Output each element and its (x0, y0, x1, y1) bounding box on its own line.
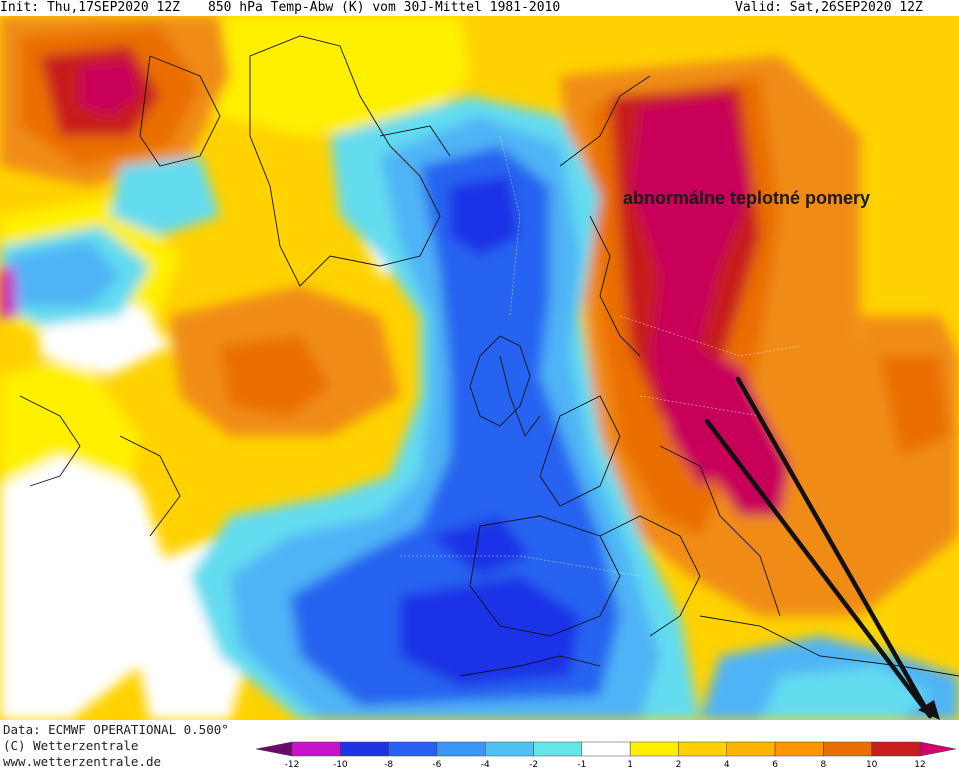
scale-bin (484, 741, 534, 757)
copyright: (C) Wetterzentrale (3, 738, 139, 753)
map-canvas (0, 16, 959, 720)
scale-bin (291, 741, 341, 757)
scale-tick-label: 4 (724, 760, 730, 770)
scale-bin (256, 741, 293, 757)
anomaly-field (0, 16, 959, 720)
scale-tick-label: 12 (914, 760, 925, 770)
scale-bin (629, 741, 679, 757)
scale-bin (533, 741, 583, 757)
scale-tick-label: -8 (384, 760, 393, 770)
scale-bin (919, 741, 957, 757)
scale-tick-label: 6 (772, 760, 778, 770)
coastlines (19, 35, 959, 677)
scale-bin (871, 741, 921, 757)
anomaly-annotation: abnormálne teplotné pomery (623, 188, 871, 208)
temperature-anomaly-map (0, 16, 959, 720)
scale-tick-label: 1 (627, 760, 633, 770)
color-scale: -12 -10 -8 -6 -4 -2 -1 1 2 4 6 8 10 12 (256, 741, 957, 770)
map-title: 850 hPa Temp-Abw (K) vom 30J-Mittel 1981… (208, 0, 561, 15)
footer: Data: ECMWF OPERATIONAL 0.500° (C) Wette… (0, 720, 959, 770)
valid-label: Valid: Sat,26SEP2020 12Z (735, 0, 923, 15)
init-label: Init: Thu,17SEP2020 12Z (0, 0, 181, 15)
scale-bin (726, 741, 776, 757)
scale-tick-label: -10 (333, 760, 348, 770)
scale-tick-label: 8 (821, 760, 827, 770)
header-bar: Init: Thu,17SEP2020 12Z 850 hPa Temp-Abw… (0, 0, 959, 16)
scale-bin (581, 741, 631, 757)
scale-tick-label: -1 (577, 760, 586, 770)
scale-bin (388, 741, 438, 757)
website: www.wetterzentrale.de (3, 754, 162, 769)
scale-bin (774, 741, 824, 757)
scale-tick-label: -6 (432, 760, 441, 770)
scale-tick-label: -4 (481, 760, 490, 770)
scale-bin (678, 741, 728, 757)
data-source: Data: ECMWF OPERATIONAL 0.500° (3, 722, 229, 737)
scale-bin (340, 741, 389, 757)
scale-tick-label: 2 (676, 760, 682, 770)
scale-bin (436, 741, 486, 757)
scale-bin (823, 741, 872, 757)
arrow-icon (704, 376, 933, 719)
arrow-head-icon (918, 700, 940, 720)
scale-tick-label: -12 (285, 760, 300, 770)
borders (400, 135, 801, 577)
scale-tick-label: 10 (866, 760, 878, 770)
scale-tick-label: -2 (529, 760, 538, 770)
